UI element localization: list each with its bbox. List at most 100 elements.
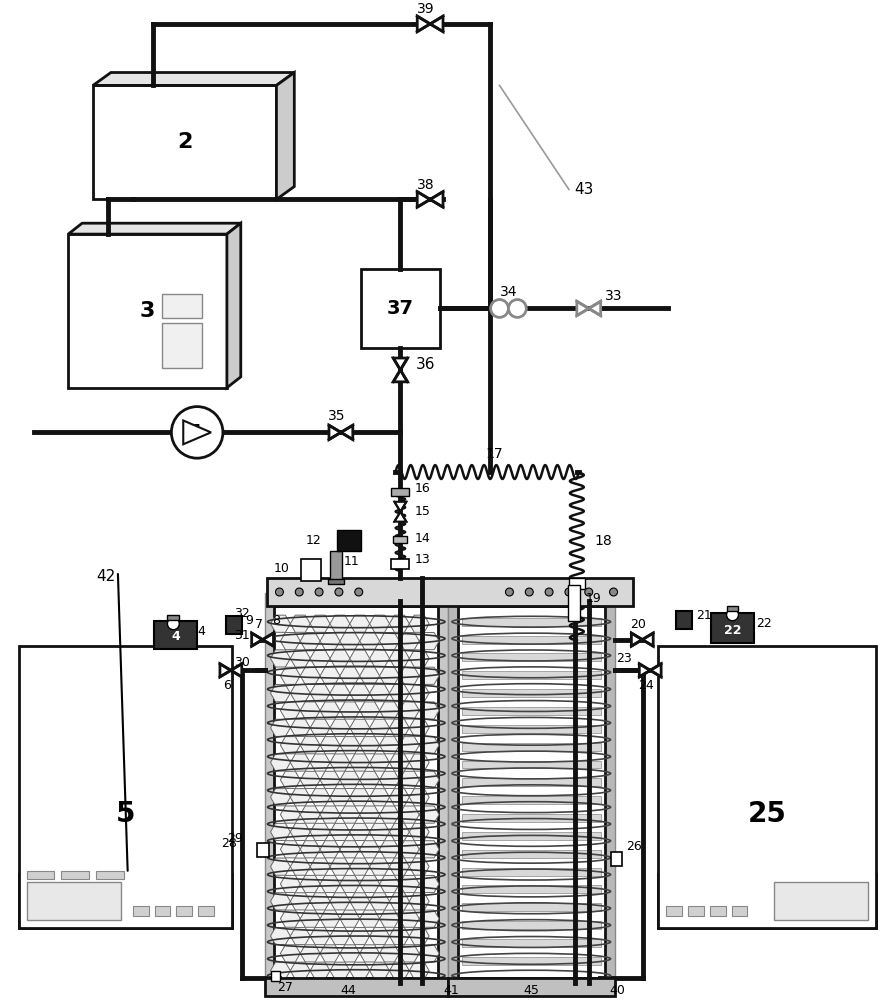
Bar bbox=[133, 906, 149, 916]
Polygon shape bbox=[430, 16, 443, 32]
Text: 11: 11 bbox=[344, 555, 360, 568]
Text: 9: 9 bbox=[246, 614, 254, 627]
Bar bbox=[462, 707, 601, 715]
Text: 23: 23 bbox=[617, 652, 632, 665]
Polygon shape bbox=[220, 664, 231, 677]
Bar bbox=[163, 294, 202, 318]
Circle shape bbox=[546, 588, 553, 596]
Text: 8: 8 bbox=[272, 614, 280, 627]
Bar bbox=[392, 559, 409, 569]
Bar bbox=[27, 882, 121, 920]
Bar bbox=[271, 971, 280, 981]
Text: 36: 36 bbox=[417, 357, 436, 372]
Bar bbox=[337, 530, 360, 551]
Bar bbox=[69, 234, 227, 388]
Bar bbox=[266, 578, 634, 606]
Bar bbox=[462, 636, 601, 644]
Bar bbox=[155, 906, 170, 916]
Text: 44: 44 bbox=[341, 984, 356, 997]
Bar bbox=[659, 874, 877, 928]
Circle shape bbox=[565, 588, 573, 596]
Text: 13: 13 bbox=[414, 553, 430, 566]
Bar bbox=[457, 606, 604, 978]
Text: 12: 12 bbox=[305, 534, 321, 547]
Text: 28: 28 bbox=[221, 837, 237, 850]
Bar bbox=[711, 613, 755, 643]
Polygon shape bbox=[329, 425, 341, 440]
Polygon shape bbox=[417, 16, 430, 32]
Bar bbox=[726, 606, 739, 611]
Text: 45: 45 bbox=[523, 984, 539, 997]
Bar bbox=[732, 906, 748, 916]
Bar bbox=[226, 616, 242, 634]
Circle shape bbox=[506, 588, 514, 596]
Bar bbox=[330, 551, 342, 581]
Circle shape bbox=[335, 588, 343, 596]
Text: 7: 7 bbox=[255, 618, 263, 631]
Bar bbox=[568, 585, 579, 621]
Circle shape bbox=[295, 588, 303, 596]
Polygon shape bbox=[69, 223, 241, 234]
Polygon shape bbox=[639, 664, 651, 677]
Text: 29: 29 bbox=[227, 832, 243, 845]
Polygon shape bbox=[93, 73, 295, 85]
Text: 22: 22 bbox=[724, 624, 741, 637]
Polygon shape bbox=[394, 502, 407, 512]
Circle shape bbox=[490, 300, 508, 317]
Bar bbox=[462, 796, 601, 804]
Bar bbox=[61, 871, 89, 879]
Bar bbox=[688, 906, 704, 916]
Polygon shape bbox=[231, 664, 242, 677]
Bar bbox=[462, 671, 601, 679]
Bar bbox=[163, 323, 202, 368]
Circle shape bbox=[167, 618, 179, 630]
Bar bbox=[659, 646, 877, 928]
Text: 31: 31 bbox=[234, 629, 250, 642]
Bar bbox=[462, 832, 601, 840]
Polygon shape bbox=[651, 664, 661, 677]
Text: 39: 39 bbox=[417, 2, 435, 16]
Text: 1: 1 bbox=[190, 423, 204, 441]
Polygon shape bbox=[643, 633, 653, 646]
Bar bbox=[360, 269, 440, 348]
Polygon shape bbox=[393, 370, 408, 382]
Bar bbox=[666, 906, 682, 916]
Text: 40: 40 bbox=[610, 984, 626, 997]
Text: 33: 33 bbox=[604, 289, 622, 303]
Text: 32: 32 bbox=[234, 607, 250, 620]
Bar bbox=[176, 906, 192, 916]
Bar bbox=[328, 579, 344, 584]
Bar bbox=[462, 689, 601, 697]
Bar bbox=[462, 939, 601, 947]
Bar bbox=[392, 488, 409, 496]
Text: 41: 41 bbox=[443, 984, 458, 997]
Text: 6: 6 bbox=[223, 679, 231, 692]
Bar bbox=[462, 885, 601, 893]
Bar bbox=[301, 559, 321, 581]
Text: 15: 15 bbox=[414, 505, 430, 518]
Bar bbox=[448, 978, 614, 996]
Bar bbox=[264, 978, 448, 996]
Text: 27: 27 bbox=[278, 981, 294, 994]
Bar bbox=[611, 852, 622, 866]
Bar bbox=[167, 615, 179, 620]
Text: 3: 3 bbox=[140, 301, 155, 321]
Bar bbox=[264, 593, 448, 993]
Bar bbox=[198, 906, 214, 916]
Text: 30: 30 bbox=[234, 656, 250, 669]
Polygon shape bbox=[277, 73, 295, 199]
Bar bbox=[774, 882, 869, 920]
Text: 24: 24 bbox=[638, 679, 654, 692]
Bar bbox=[393, 536, 408, 543]
Text: 20: 20 bbox=[630, 618, 646, 631]
Text: 2: 2 bbox=[177, 132, 192, 152]
Circle shape bbox=[508, 300, 526, 317]
Text: 18: 18 bbox=[595, 534, 612, 548]
Polygon shape bbox=[589, 301, 601, 316]
Polygon shape bbox=[417, 192, 430, 207]
Bar bbox=[153, 621, 198, 649]
Bar bbox=[19, 874, 231, 928]
Bar bbox=[462, 903, 601, 911]
Text: 10: 10 bbox=[273, 562, 289, 575]
Bar bbox=[462, 743, 601, 751]
